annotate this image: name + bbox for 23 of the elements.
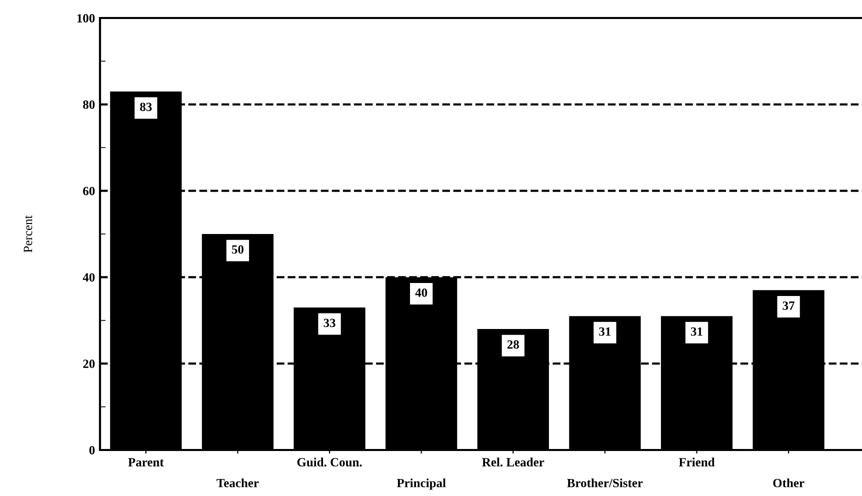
x-tick-label: Friend bbox=[678, 458, 715, 466]
x-tick-label: Principal bbox=[396, 478, 446, 490]
x-tick-label: Rel. Leader bbox=[482, 458, 544, 466]
x-tick-label: Parent bbox=[128, 458, 164, 466]
y-tick-label: 80 bbox=[83, 100, 95, 109]
y-axis-title: Percent bbox=[24, 215, 32, 252]
data-label: 31 bbox=[690, 327, 702, 336]
y-tick-label: 0 bbox=[89, 446, 95, 454]
y-tick-label: 60 bbox=[83, 186, 95, 196]
x-tick-label: Other bbox=[773, 478, 804, 488]
data-label: 28 bbox=[507, 340, 519, 349]
y-tick-label: 100 bbox=[77, 14, 95, 22]
data-label: 31 bbox=[599, 327, 611, 336]
x-tick-label: Teacher bbox=[216, 478, 259, 488]
data-label: 50 bbox=[232, 245, 244, 254]
x-tick-label: Brother/Sister bbox=[567, 478, 643, 488]
data-label: 37 bbox=[782, 301, 794, 310]
y-tick-label: 40 bbox=[82, 273, 95, 282]
data-label: 83 bbox=[140, 102, 152, 112]
x-tick-label: Guid. Coun. bbox=[297, 458, 362, 466]
y-tick-label: 20 bbox=[83, 360, 95, 368]
data-label: 33 bbox=[324, 318, 336, 328]
data-label: 40 bbox=[415, 288, 428, 297]
